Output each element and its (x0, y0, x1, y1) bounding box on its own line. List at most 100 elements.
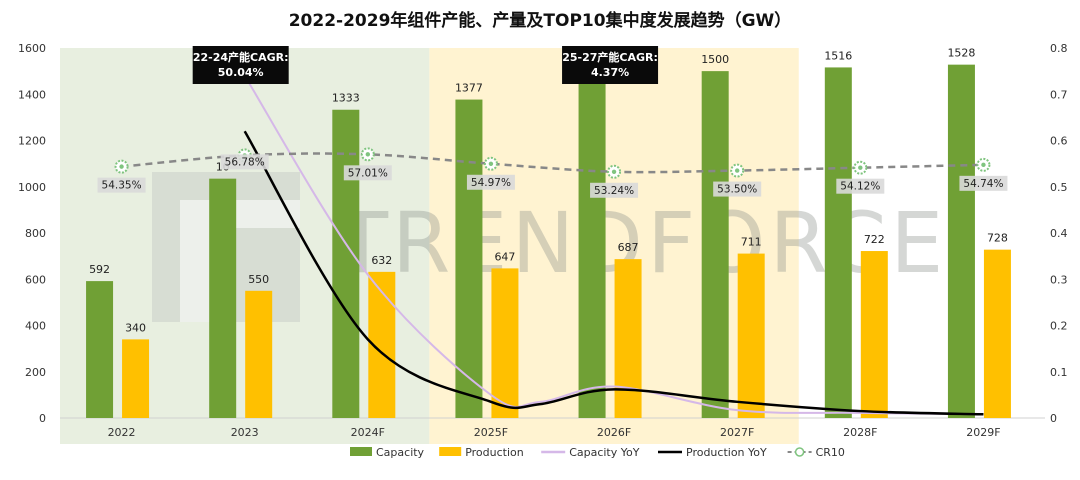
bars (86, 64, 1011, 419)
bar-capacity (701, 71, 729, 418)
y-right-tick-label: 0.6 (1050, 135, 1068, 148)
x-tick-label: 2029F (966, 426, 1000, 439)
cr10-label-bg (466, 174, 515, 190)
cr10-marker-dot (734, 168, 740, 173)
legend-swatch-cr10-marker (794, 447, 805, 457)
bar-capacity (209, 178, 237, 418)
legend-label: Capacity YoY (569, 446, 640, 459)
cr10-marker-dot (488, 161, 494, 166)
cr10-label-bg (343, 165, 392, 181)
cagr-annotation-box (562, 46, 659, 84)
cr10-label: 53.24% (594, 185, 634, 197)
cr10-label: 57.01% (348, 167, 388, 179)
cr10-marker-dot (858, 165, 863, 170)
y-left-tick-label: 1600 (18, 42, 46, 55)
line-capacity-yoy (243, 75, 984, 416)
data-labels: 5921013331377150015161528340550632647687… (89, 47, 1008, 335)
cr10-label-bg (836, 178, 885, 194)
bar-capacity (86, 281, 114, 418)
y-right-tick-label: 0.3 (1050, 273, 1068, 286)
x-tick-label: 2025F (474, 426, 508, 439)
bar-capacity (578, 76, 606, 418)
legend-label: Production YoY (686, 446, 767, 459)
cr10-label-bg (959, 175, 1008, 191)
bar-value-label: 1528 (947, 47, 975, 60)
bar-production (983, 249, 1011, 418)
bar-production (860, 251, 888, 418)
bar-capacity (947, 64, 975, 419)
y-left-tick-label: 1400 (18, 88, 46, 101)
x-tick-label: 2026F (597, 426, 631, 439)
bar-value-label: 722 (864, 233, 885, 246)
chart-title: 2022-2029年组件产能、产量及TOP10集中度发展趋势（GW） (289, 10, 792, 31)
y-right-tick-label: 0.4 (1050, 227, 1068, 240)
y-right-tick-label: 0.2 (1050, 320, 1068, 333)
y-right-tick-label: 0.1 (1050, 366, 1068, 379)
cr10-label-bg (220, 154, 269, 170)
y-left-tick-label: 800 (25, 227, 46, 240)
bar-production (245, 290, 273, 418)
y-left-tick-label: 1000 (18, 181, 46, 194)
cagr-annotation-text: 22-24产能CAGR: (193, 50, 289, 64)
cr10-marker-dot (119, 164, 124, 169)
cr10-label: 53.50% (717, 184, 757, 196)
shaded-period-1 (429, 48, 799, 444)
cr10-label: 54.97% (471, 177, 511, 189)
cr10-label: 54.12% (840, 181, 880, 193)
bar-value-label: 711 (741, 236, 762, 249)
legend-label: Production (465, 446, 524, 459)
x-tick-label: 2023 (231, 426, 259, 439)
x-tick-label: 2027F (720, 426, 754, 439)
bar-value-label: 592 (89, 263, 110, 276)
cagr-annotation-text: 25-27产能CAGR: (562, 50, 658, 64)
y-right-tick-label: 0.5 (1050, 181, 1068, 194)
cagr-annotation-text: 50.04% (218, 66, 264, 79)
cr10-label: 54.35% (102, 180, 142, 192)
annotations: 22-24产能CAGR: 50.04% 25-27产能CAGR: 4.37% (192, 46, 659, 84)
bar-capacity (824, 67, 852, 419)
bar-value-label: 687 (618, 241, 639, 254)
legend-label: Capacity (376, 446, 425, 459)
bar-value-label: 647 (494, 250, 515, 263)
legend-swatch-production (439, 447, 462, 456)
bar-value-label: 728 (987, 232, 1008, 245)
cr10-label-bg (590, 182, 639, 198)
x-tick-label: 2024F (351, 426, 385, 439)
bar-capacity (455, 99, 483, 418)
legend: Capacity Production Capacity YoY Production… (350, 446, 845, 459)
bar-value-label: 340 (125, 321, 146, 334)
bar-value-label: 1516 (824, 49, 852, 62)
bar-value-label: 632 (371, 254, 392, 267)
y-left-tick-label: 400 (25, 320, 46, 333)
y-left-tick-label: 200 (25, 366, 46, 379)
y-left-tick-label: 0 (39, 412, 46, 425)
bar-value-label: 1333 (332, 92, 360, 105)
legend-swatch-capacity (350, 447, 372, 456)
bar-production (122, 339, 150, 418)
cr10-label: 56.78% (225, 156, 265, 168)
y-left-tick-label: 600 (25, 273, 46, 286)
bar-production (491, 268, 519, 418)
cagr-annotation-text: 4.37% (591, 66, 629, 79)
bar-value-label: 1500 (701, 53, 729, 66)
bar-value-label: 550 (248, 273, 269, 286)
legend-label: CR10 (816, 446, 845, 459)
y-right-tick-label: 0.7 (1050, 88, 1068, 101)
bar-value-label: 1377 (455, 82, 483, 95)
cr10-label-bg (97, 177, 146, 193)
bar-production (737, 253, 765, 418)
cr10-marker-dot (365, 152, 371, 157)
cr10-marker-dot (611, 169, 617, 174)
line-production-yoy (243, 130, 984, 416)
y-right-tick-label: 0.8 (1050, 42, 1068, 55)
shaded-periods (60, 48, 799, 444)
cr10-label: 54.74% (963, 178, 1003, 190)
cr10-label-bg (713, 181, 762, 197)
x-tick-label: 2022 (108, 426, 136, 439)
y-left-tick-label: 1200 (18, 135, 46, 148)
x-tick-label: 2028F (843, 426, 877, 439)
y-right-tick-label: 0 (1050, 412, 1057, 425)
bar-capacity (332, 109, 360, 419)
